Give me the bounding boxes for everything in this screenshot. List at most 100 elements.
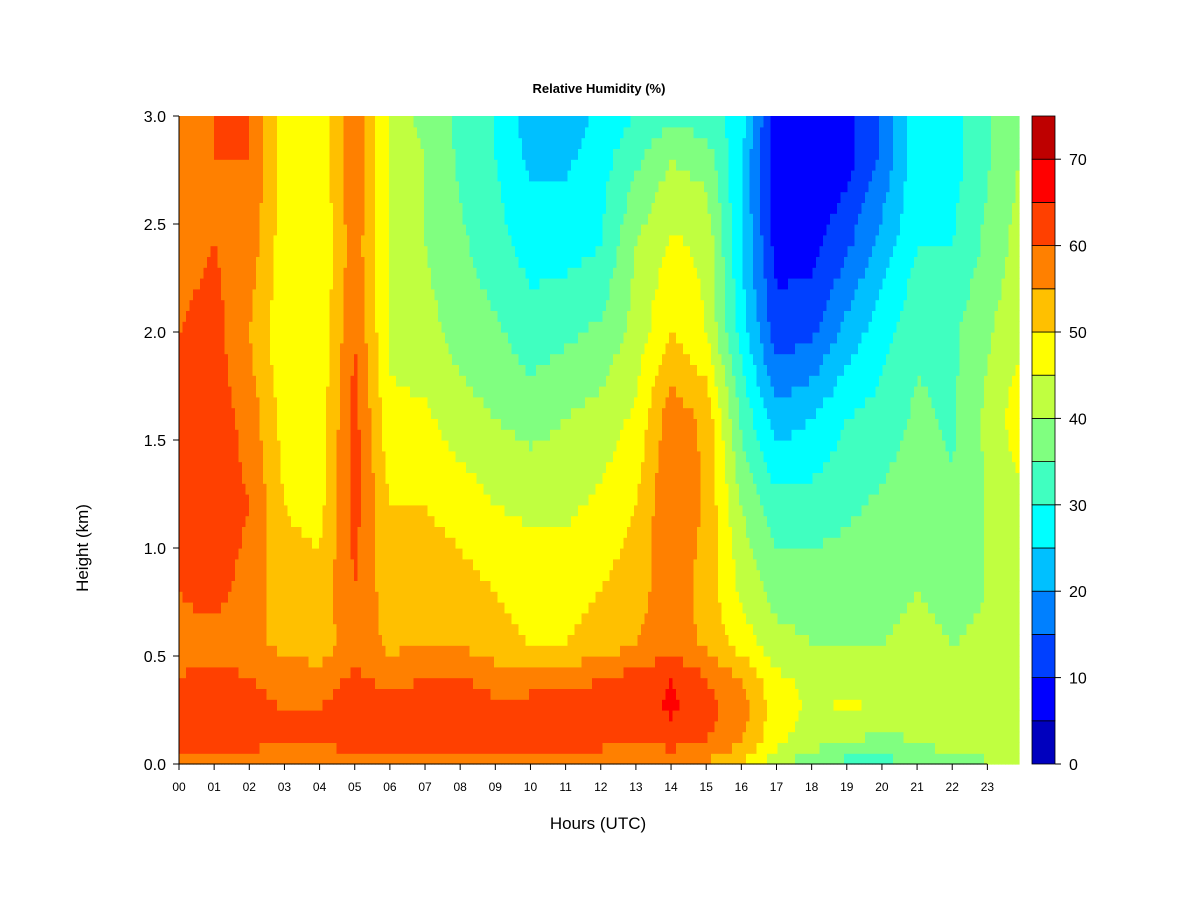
heatmap-cell (200, 602, 205, 614)
heatmap-cell (434, 364, 439, 376)
heatmap-cell (378, 548, 383, 560)
heatmap-cell (179, 440, 184, 452)
heatmap-cell (193, 548, 198, 560)
heatmap-cell (210, 148, 215, 160)
heatmap-cell (368, 461, 373, 473)
heatmap-cell (354, 278, 359, 290)
heatmap-cell (382, 623, 387, 635)
heatmap-cell (203, 537, 208, 549)
heatmap-cell (452, 450, 457, 463)
heatmap-cell (298, 137, 303, 149)
heatmap-cell (452, 537, 457, 549)
heatmap-cell (182, 710, 187, 722)
heatmap-cell (294, 126, 299, 139)
heatmap-cell (336, 234, 341, 247)
heatmap-cell (399, 699, 404, 711)
heatmap-cell (413, 526, 418, 538)
heatmap-cell (347, 321, 352, 333)
heatmap-cell (182, 116, 187, 128)
heatmap-cell (466, 278, 471, 290)
heatmap-cell (291, 634, 296, 646)
heatmap-cell (315, 645, 320, 657)
heatmap-cell (315, 591, 320, 603)
heatmap-cell (434, 623, 439, 635)
heatmap-cell (235, 299, 240, 311)
heatmap-cell (228, 720, 233, 733)
heatmap-cell (277, 526, 282, 538)
heatmap-cell (284, 288, 289, 301)
heatmap-cell (259, 364, 264, 376)
heatmap-cell (420, 224, 425, 236)
heatmap-cell (354, 558, 359, 571)
heatmap-cell (186, 472, 191, 484)
heatmap-cell (228, 558, 233, 571)
heatmap-cell (329, 180, 334, 193)
heatmap-cell (329, 440, 334, 452)
heatmap-cell (354, 418, 359, 430)
heatmap-cell (364, 202, 369, 214)
heatmap-cell (322, 602, 327, 614)
heatmap-cell (329, 137, 334, 149)
heatmap-cell (315, 321, 320, 333)
heatmap-cell (469, 591, 474, 603)
heatmap-cell (277, 569, 282, 581)
heatmap-cell (228, 450, 233, 463)
heatmap-cell (385, 245, 390, 257)
heatmap-cell (368, 677, 373, 689)
heatmap-cell (420, 126, 425, 139)
heatmap-cell (434, 267, 439, 279)
heatmap-cell (273, 461, 278, 473)
heatmap-cell (256, 180, 261, 193)
heatmap-cell (214, 180, 219, 193)
heatmap-cell (284, 278, 289, 290)
heatmap-cell (270, 353, 275, 365)
heatmap-cell (427, 137, 432, 149)
heatmap-cell (466, 450, 471, 463)
heatmap-cell (343, 159, 348, 171)
heatmap-cell (441, 137, 446, 149)
heatmap-cell (203, 548, 208, 560)
heatmap-cell (284, 418, 289, 430)
heatmap-cell (417, 472, 422, 484)
heatmap-cell (291, 461, 296, 473)
heatmap-cell (287, 548, 292, 560)
heatmap-cell (298, 483, 303, 495)
heatmap-cell (294, 494, 299, 506)
heatmap-cell (308, 742, 313, 754)
heatmap-cell (228, 580, 233, 592)
heatmap-cell (252, 116, 257, 128)
heatmap-cell (270, 526, 275, 538)
heatmap-cell (214, 224, 219, 236)
heatmap-cell (431, 494, 436, 506)
heatmap-cell (242, 494, 247, 506)
heatmap-cell (186, 558, 191, 571)
heatmap-cell (298, 375, 303, 387)
heatmap-cell (312, 396, 317, 409)
heatmap-cell (333, 645, 338, 657)
heatmap-cell (182, 407, 187, 419)
heatmap-cell (217, 159, 222, 171)
heatmap-cell (221, 148, 226, 160)
heatmap-cell (231, 202, 236, 214)
heatmap-cell (455, 278, 460, 290)
heatmap-cell (361, 364, 366, 376)
heatmap-cell (466, 699, 471, 711)
heatmap-cell (256, 537, 261, 549)
heatmap-cell (434, 299, 439, 311)
heatmap-cell (466, 612, 471, 625)
heatmap-cell (242, 267, 247, 279)
heatmap-cell (336, 483, 341, 495)
heatmap-cell (266, 753, 271, 765)
heatmap-cell (308, 386, 313, 398)
heatmap-cell (357, 450, 362, 463)
heatmap-cell (224, 234, 229, 247)
heatmap-cell (403, 580, 408, 592)
heatmap-cell (361, 515, 366, 527)
heatmap-cell (361, 278, 366, 290)
heatmap-cell (301, 440, 306, 452)
heatmap-cell (424, 461, 429, 473)
heatmap-cell (224, 267, 229, 279)
heatmap-cell (291, 472, 296, 484)
heatmap-cell (424, 342, 429, 355)
heatmap-cell (399, 591, 404, 603)
